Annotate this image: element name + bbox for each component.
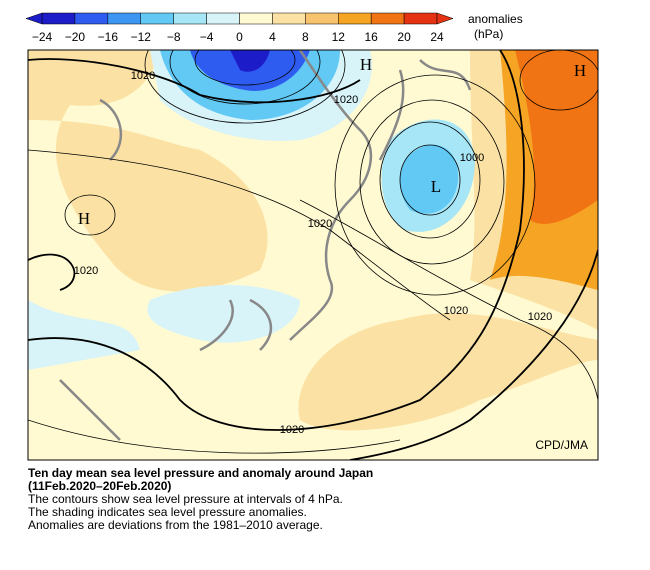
contour-labels: 1020 1020 1000 1020 1020 1020 1020 1020 [74,70,552,436]
contour-label: 1000 [460,152,484,164]
colorbar-swatch [403,12,438,25]
colorbar-tick-label: 16 [364,30,378,44]
colorbar-arrow-low [25,12,43,25]
caption: Ten day mean sea level pressure and anom… [28,467,373,532]
contour-label: 1020 [74,265,98,277]
contour-label: 1020 [280,424,304,436]
caption-line: Anomalies are deviations from the 1981–2… [28,518,323,532]
colorbar-swatch [41,12,76,25]
colorbar-arrow-high [436,12,454,25]
caption-line: The shading indicates sea level pressure… [28,505,307,519]
contour-label: 1020 [528,311,552,323]
contour-label: 1020 [444,305,468,317]
low-center: L [431,177,441,196]
contour-label: 1020 [334,94,358,106]
colorbar-tick-label: 20 [397,30,411,44]
caption-period: (11Feb.2020–20Feb.2020) [28,479,172,493]
colorbar: −24 −20 −16 −12 −8 −4 0 4 8 12 16 20 24 [25,12,454,44]
colorbar-tick-label: 0 [236,30,243,44]
caption-line: The contours show sea level pressure at … [28,492,343,506]
colorbar-unit: (hPa) [474,27,503,41]
colorbar-tick-label: −8 [167,30,181,44]
map-frame [27,49,599,461]
colorbar-swatch [74,12,109,25]
high-center: H [360,55,372,74]
colorbar-tick-label: −20 [65,30,86,44]
colorbar-swatch [140,12,174,25]
map-figure: −24 −20 −16 −12 −8 −4 0 4 8 12 16 20 24 anomalies (h… [25,12,599,461]
colorbar-tick-label: −4 [200,30,214,44]
contour-label: 1020 [308,218,332,230]
high-center: H [78,209,90,228]
colorbar-tick-label: 12 [332,30,346,44]
colorbar-label: anomalies [468,12,523,26]
caption-title: Ten day mean sea level pressure and anom… [28,466,374,480]
colorbar-tick-label: 4 [269,30,276,44]
colorbar-swatch [239,12,273,25]
colorbar-tick-label: 24 [430,30,444,44]
colorbar-tick-label: −16 [98,30,119,44]
colorbar-swatch [338,12,372,25]
contour-label: 1020 [131,70,155,82]
high-center: H [574,61,586,80]
colorbar-swatch [206,12,240,25]
colorbar-swatch [272,12,306,25]
colorbar-tick-label: −12 [131,30,152,44]
colorbar-tick-label: 8 [302,30,309,44]
map: 1020 1020 1000 1020 1020 1020 1020 1020 … [28,50,598,460]
credit: CPD/JMA [535,438,588,452]
colorbar-swatch [173,12,207,25]
colorbar-swatch [370,12,405,25]
colorbar-swatch [107,12,142,25]
colorbar-tick-label: −24 [32,30,53,44]
colorbar-swatch [305,12,339,25]
